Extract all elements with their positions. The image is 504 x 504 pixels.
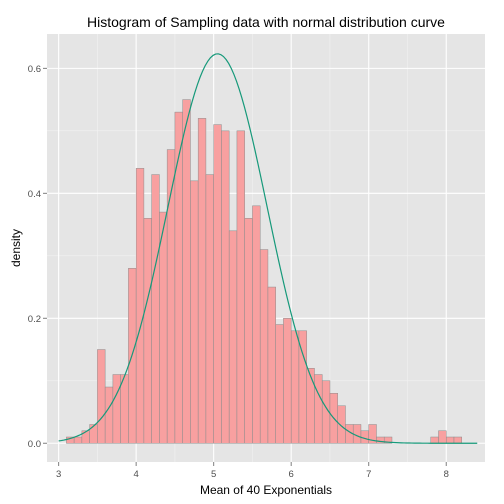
histogram-bar xyxy=(267,286,276,444)
histogram-bar xyxy=(221,130,230,444)
y-tick-label: 0.4 xyxy=(28,189,41,200)
histogram-bar xyxy=(337,405,346,444)
histogram-bar xyxy=(368,424,377,444)
histogram-bar xyxy=(97,349,106,444)
histogram-bar xyxy=(135,168,145,444)
histogram-bar xyxy=(89,424,98,444)
histogram-bar xyxy=(445,436,455,444)
histogram-bar xyxy=(73,436,83,444)
histogram-bar xyxy=(104,386,114,444)
histogram-bar xyxy=(143,218,152,444)
histogram-bar xyxy=(213,124,222,444)
histogram-bar xyxy=(314,374,323,444)
histogram-bar xyxy=(252,205,261,444)
histogram-bar xyxy=(352,424,362,444)
chart-title: Histogram of Sampling data with normal d… xyxy=(87,14,445,30)
histogram-bar xyxy=(182,99,191,444)
normal-distribution-curve xyxy=(58,53,478,444)
histogram-bar xyxy=(159,211,168,444)
histogram-bar xyxy=(205,174,214,444)
histogram-bar xyxy=(197,118,207,444)
histogram-bar xyxy=(259,249,269,444)
histogram-bar xyxy=(190,180,199,444)
y-axis-ticks: 0.0 0.2 0.4 0.6 xyxy=(28,64,47,450)
histogram-bar xyxy=(151,174,160,444)
x-tick-label: 4 xyxy=(134,469,139,480)
histogram-bar xyxy=(275,324,284,444)
x-axis-ticks: 3 4 5 6 7 8 xyxy=(56,462,449,480)
histogram-bar xyxy=(174,111,183,444)
x-tick-label: 7 xyxy=(366,469,371,480)
histogram-bar xyxy=(112,374,121,444)
histogram-bars xyxy=(66,99,462,444)
y-axis-title: density xyxy=(9,229,23,267)
histogram-bar xyxy=(120,374,129,444)
histogram-bar xyxy=(360,430,369,444)
y-tick-label: 0.2 xyxy=(28,314,41,325)
histogram-bar xyxy=(383,436,393,444)
x-tick-label: 8 xyxy=(444,469,449,480)
histogram-bar xyxy=(81,430,90,444)
y-tick-label: 0.6 xyxy=(28,64,41,75)
histogram-bar xyxy=(430,436,439,444)
histogram-bar xyxy=(244,218,253,444)
x-tick-label: 5 xyxy=(211,469,216,480)
histogram-bar xyxy=(228,230,238,444)
x-tick-label: 6 xyxy=(289,469,294,480)
histogram-bar xyxy=(453,436,462,444)
histogram-bar xyxy=(283,318,292,444)
histogram-bar xyxy=(290,330,300,444)
y-tick-label: 0.0 xyxy=(28,439,41,450)
histogram-bar xyxy=(438,430,447,444)
histogram-bar xyxy=(306,368,315,444)
x-tick-label: 3 xyxy=(56,469,61,480)
histogram-bar xyxy=(236,130,245,444)
x-axis-title: Mean of 40 Exponentials xyxy=(200,483,332,497)
